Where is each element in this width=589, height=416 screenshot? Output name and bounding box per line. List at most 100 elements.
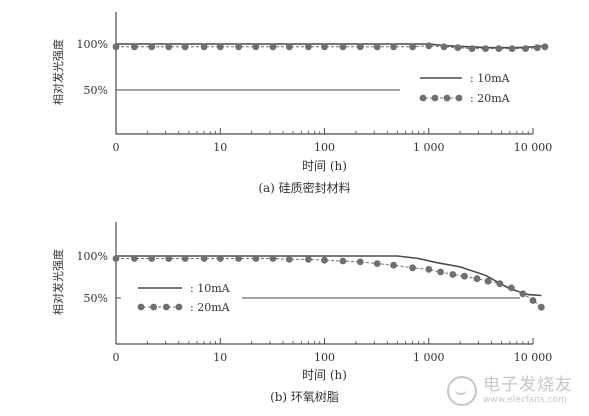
x-tick-label: 100 <box>314 141 335 154</box>
series-20ma-point <box>541 43 549 51</box>
x-tick-label: 0 <box>113 141 120 154</box>
series-20ma-point <box>508 284 515 292</box>
x-tick-label: 100 <box>314 351 335 364</box>
series-20ma-point <box>165 43 173 51</box>
y-tick-label: 50% <box>84 84 108 97</box>
x-tick-label: 10 000 <box>514 351 553 364</box>
series-20ma-point <box>181 43 189 51</box>
legend-swatch-20ma-marker <box>419 94 427 102</box>
series-20ma-point <box>339 43 347 51</box>
series-20ma-point <box>339 257 347 265</box>
series-20ma-point <box>437 268 444 276</box>
y-axis-label: 相对发光强度 <box>51 39 65 105</box>
series-20ma-point <box>252 43 260 51</box>
series-20ma-point <box>131 255 138 262</box>
series-20ma-point <box>409 264 416 272</box>
y-tick-label: 100% <box>77 38 108 51</box>
series-20ma-point <box>454 44 462 52</box>
series-20ma-point <box>468 45 476 52</box>
series-20ma-point <box>529 297 537 304</box>
series-20ma-point <box>235 255 243 262</box>
x-axis-label: 时间 (h) <box>302 159 347 173</box>
series-20ma-point <box>285 256 293 263</box>
series-20ma-point <box>131 43 138 51</box>
legend: : 10mA : 20mA <box>419 72 511 105</box>
series-20ma-line <box>116 258 542 308</box>
series-20ma-point <box>495 45 503 52</box>
series-20ma-point <box>390 261 397 269</box>
series-20ma-point <box>165 255 173 262</box>
series-20ma-point <box>508 45 516 52</box>
series-20ma-point <box>269 255 277 262</box>
watermark: 电子发烧友 www.elecfans.com <box>447 376 573 406</box>
legend-label-10ma: : 10mA <box>190 282 231 295</box>
series-20ma-point <box>409 43 416 51</box>
x-tick-label: 0 <box>113 351 120 364</box>
series-20ma-point <box>216 43 224 51</box>
y-axis-label: 相对发光强度 <box>51 249 65 315</box>
series-20ma-point <box>285 43 293 51</box>
series-20ma-point <box>533 44 541 52</box>
legend: : 10mA : 20mA <box>137 282 231 314</box>
series-20ma-point <box>390 43 397 51</box>
legend-swatch-20ma-marker <box>162 303 170 311</box>
x-tick-label: 1 000 <box>413 141 445 154</box>
series-20ma-point <box>373 260 381 267</box>
legend-label-20ma: : 20mA <box>470 92 511 105</box>
series-20ma-point <box>461 272 468 280</box>
series-20ma-point <box>112 255 120 262</box>
series-20ma-point <box>305 43 312 51</box>
watermark-en: www.elecfans.com <box>483 395 567 405</box>
series-20ma-point <box>269 43 277 51</box>
series-20ma-point <box>200 43 208 51</box>
series-20ma-point <box>425 42 433 50</box>
legend-swatch-20ma-marker <box>455 94 463 102</box>
series-20ma-point <box>522 45 529 52</box>
legend-label-20ma: : 20mA <box>190 301 231 314</box>
series-20ma-point <box>519 290 527 298</box>
series-20ma-point <box>537 303 545 311</box>
series-20ma-point <box>148 43 156 51</box>
series-20ma-point <box>440 43 448 51</box>
chart-caption: (a) 硅质密封材料 <box>258 180 350 195</box>
watermark-logo-icon <box>447 376 477 406</box>
legend-label-10ma: : 10mA <box>470 72 511 85</box>
legend-swatch-20ma-marker <box>443 94 451 102</box>
series-20ma-point <box>356 258 364 266</box>
x-tick-label: 10 <box>213 351 227 364</box>
series-20ma-point <box>425 266 433 273</box>
series-20ma-point <box>305 256 312 263</box>
series-20ma-point <box>496 280 504 288</box>
series-20ma-point <box>216 255 224 262</box>
x-tick-label: 10 000 <box>514 141 553 154</box>
legend-swatch-20ma-marker <box>175 303 183 311</box>
chart-caption: (b) 环氧树脂 <box>270 389 339 404</box>
y-tick-label: 100% <box>77 250 108 263</box>
series-20ma-point <box>112 43 120 51</box>
watermark-cn: 电子发烧友 <box>483 375 573 395</box>
series-20ma-point <box>373 43 381 51</box>
x-axis-label: 时间 (h) <box>302 368 347 382</box>
series-20ma-point <box>181 255 189 262</box>
series-20ma-line <box>116 45 545 50</box>
series-20ma-point <box>484 277 492 285</box>
legend-swatch-20ma-marker <box>150 303 158 311</box>
series-20ma-point <box>200 255 208 262</box>
series-20ma-point <box>473 275 481 283</box>
series-20ma-point <box>356 43 364 51</box>
legend-swatch-20ma-marker <box>431 94 439 102</box>
series-20ma-point <box>321 256 328 264</box>
series-20ma-point <box>252 255 260 262</box>
legend-swatch-20ma-marker <box>137 303 145 311</box>
series-20ma-point <box>449 271 457 278</box>
series-20ma-point <box>321 43 328 51</box>
y-tick-label: 50% <box>84 292 108 305</box>
series-20ma-point <box>148 255 156 262</box>
x-tick-label: 1 000 <box>413 351 445 364</box>
series-20ma-point <box>482 45 489 52</box>
x-tick-label: 10 <box>213 141 227 154</box>
